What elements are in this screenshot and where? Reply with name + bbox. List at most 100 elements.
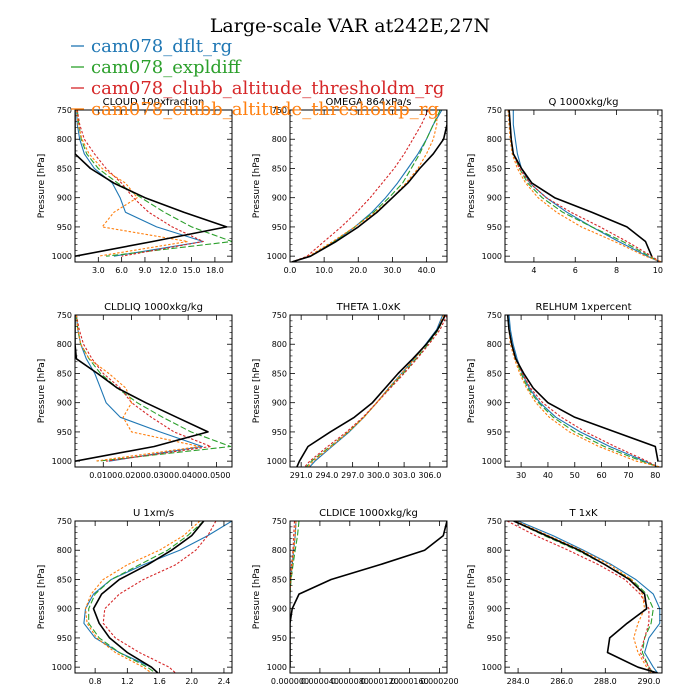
x-tick-label: 8 (614, 266, 619, 275)
panel-7: U 1xm/s Pressure [hPa] 750 800 850 900 950 1000… (37, 508, 233, 686)
y-tick-label: 800 (272, 546, 287, 555)
y-tick-label: 900 (487, 194, 502, 203)
series-line-cam078-clubb-altitude-thresholdm-rg (76, 110, 204, 257)
series-line-cam078-expldiff (291, 110, 441, 262)
series-line-obs (75, 315, 209, 462)
x-tick-label: 30 (516, 471, 526, 480)
x-tick-label: 12.0 (159, 266, 177, 275)
x-tick-label: 0.0200 (118, 471, 146, 480)
series-line-obs (508, 110, 653, 257)
y-tick-label: 900 (272, 399, 287, 408)
y-axis-label: Pressure [hPa] (37, 154, 47, 219)
x-tick-label: 60 (597, 471, 607, 480)
x-tick-label: 284.0 (507, 677, 530, 686)
y-tick-label: 1000 (52, 663, 72, 672)
series-group (75, 315, 232, 462)
y-tick-label: 750 (487, 311, 502, 320)
x-tick-label: 0.8 (89, 677, 102, 686)
series-line-cam078-clubb-altitude-thresholdm-rg (508, 110, 661, 262)
y-tick-label: 800 (57, 135, 72, 144)
y-tick-label: 900 (487, 399, 502, 408)
series-line-obs (75, 110, 228, 257)
y-axis-label: Pressure [hPa] (37, 359, 47, 424)
x-tick-label: 80 (650, 471, 660, 480)
series-line-cam078-dflt-rg (508, 315, 659, 467)
x-tick-label: 297.0 (341, 471, 364, 480)
x-tick-label: 294.0 (315, 471, 338, 480)
legend-entry-3: cam078_clubb_altitude_thresholdm_rg (91, 78, 444, 99)
y-tick-label: 1000 (482, 252, 502, 261)
panel-title: OMEGA 864xPa/s (326, 97, 412, 108)
panel-title: CLDICE 1000xkg/kg (319, 508, 418, 519)
series-line-cam078-expldiff (76, 110, 232, 257)
y-tick-label: 750 (487, 517, 502, 526)
y-tick-label: 750 (272, 106, 287, 115)
y-tick-label: 850 (57, 369, 72, 378)
x-tick-label: 300.0 (367, 471, 390, 480)
x-tick-label: 0.0500 (202, 471, 230, 480)
legend-entry-1: cam078_dflt_rg (91, 36, 232, 57)
series-line-cam078-dflt-rg (290, 521, 297, 668)
y-axis-label: Pressure [hPa] (252, 565, 262, 630)
plot-frame (74, 109, 233, 263)
series-group (507, 110, 662, 262)
series-line-cam078-clubb-altitude-thresholdp-rg (515, 521, 652, 673)
y-tick-label: 950 (57, 634, 72, 643)
y-tick-label: 800 (487, 135, 502, 144)
y-tick-label: 950 (272, 634, 287, 643)
y-tick-label: 750 (57, 517, 72, 526)
x-tick-label: 0.0100 (89, 471, 117, 480)
plot-frame (74, 520, 233, 674)
y-tick-label: 850 (57, 575, 72, 584)
series-group (75, 110, 232, 257)
x-tick-label: 3.0 (92, 266, 105, 275)
series-line-cam078-dflt-rg (517, 521, 661, 673)
panel-5: THETA 1.0xK Pressure [hPa] 750 800 850 900 950… (252, 302, 448, 480)
y-tick-label: 750 (57, 106, 72, 115)
y-axis-label: Pressure [hPa] (467, 359, 477, 424)
y-tick-label: 950 (57, 428, 72, 437)
y-tick-label: 800 (487, 546, 502, 555)
y-tick-label: 950 (487, 428, 502, 437)
x-tick-label: 291.0 (290, 471, 313, 480)
panel-title: CLOUD 100xfraction (103, 97, 205, 108)
x-tick-label: 303.0 (393, 471, 416, 480)
series-group (506, 521, 661, 673)
panel-title: CLDLIQ 1000xkg/kg (104, 302, 203, 313)
x-tick-label: 70 (623, 471, 633, 480)
legend: cam078_dflt_rgcam078_expldiffcam078_club… (71, 36, 444, 120)
x-tick-label: 0.000200 (420, 677, 458, 686)
series-line-cam078-clubb-altitude-thresholdp-rg (291, 110, 438, 262)
y-tick-label: 850 (272, 369, 287, 378)
x-tick-label: 4 (531, 266, 536, 275)
legend-entry-4: cam078_clubb_altitude_thresholdp_rg (91, 99, 439, 120)
panel-6: RELHUM 1xpercent Pressure [hPa] 750 800 850 9… (467, 302, 663, 480)
series-line-cam078-expldiff (507, 315, 659, 467)
y-tick-label: 850 (272, 164, 287, 173)
y-tick-label: 900 (57, 399, 72, 408)
series-group (506, 315, 661, 467)
panels-grid: CLOUD 100xfraction Pressure [hPa] 750 800 85… (37, 97, 663, 686)
y-tick-label: 850 (487, 575, 502, 584)
series-line-cam078-expldiff (75, 315, 232, 462)
series-line-obs (92, 521, 205, 673)
x-tick-label: 0.0400 (174, 471, 202, 480)
panel-9: T 1xK Pressure [hPa] 750 800 850 900 950 1000 28… (467, 508, 663, 686)
y-axis-label: Pressure [hPa] (467, 154, 477, 219)
series-line-cam078-dflt-rg (75, 315, 203, 462)
y-axis-label: Pressure [hPa] (467, 565, 477, 630)
y-tick-label: 900 (272, 605, 287, 614)
x-tick-label: 286.0 (550, 677, 573, 686)
series-group (291, 110, 447, 262)
y-tick-label: 750 (57, 311, 72, 320)
x-tick-label: 6 (573, 266, 578, 275)
series-line-cam078-dflt-rg (309, 315, 444, 467)
y-tick-label: 1000 (267, 252, 287, 261)
series-line-cam078-clubb-altitude-thresholdm-rg (506, 521, 654, 673)
x-tick-label: 15.0 (183, 266, 201, 275)
y-tick-label: 850 (487, 164, 502, 173)
x-tick-label: 2.0 (185, 677, 198, 686)
x-tick-label: 30.0 (383, 266, 401, 275)
series-line-cam078-clubb-altitude-thresholdp-rg (76, 110, 189, 257)
plot-frame (289, 520, 448, 674)
